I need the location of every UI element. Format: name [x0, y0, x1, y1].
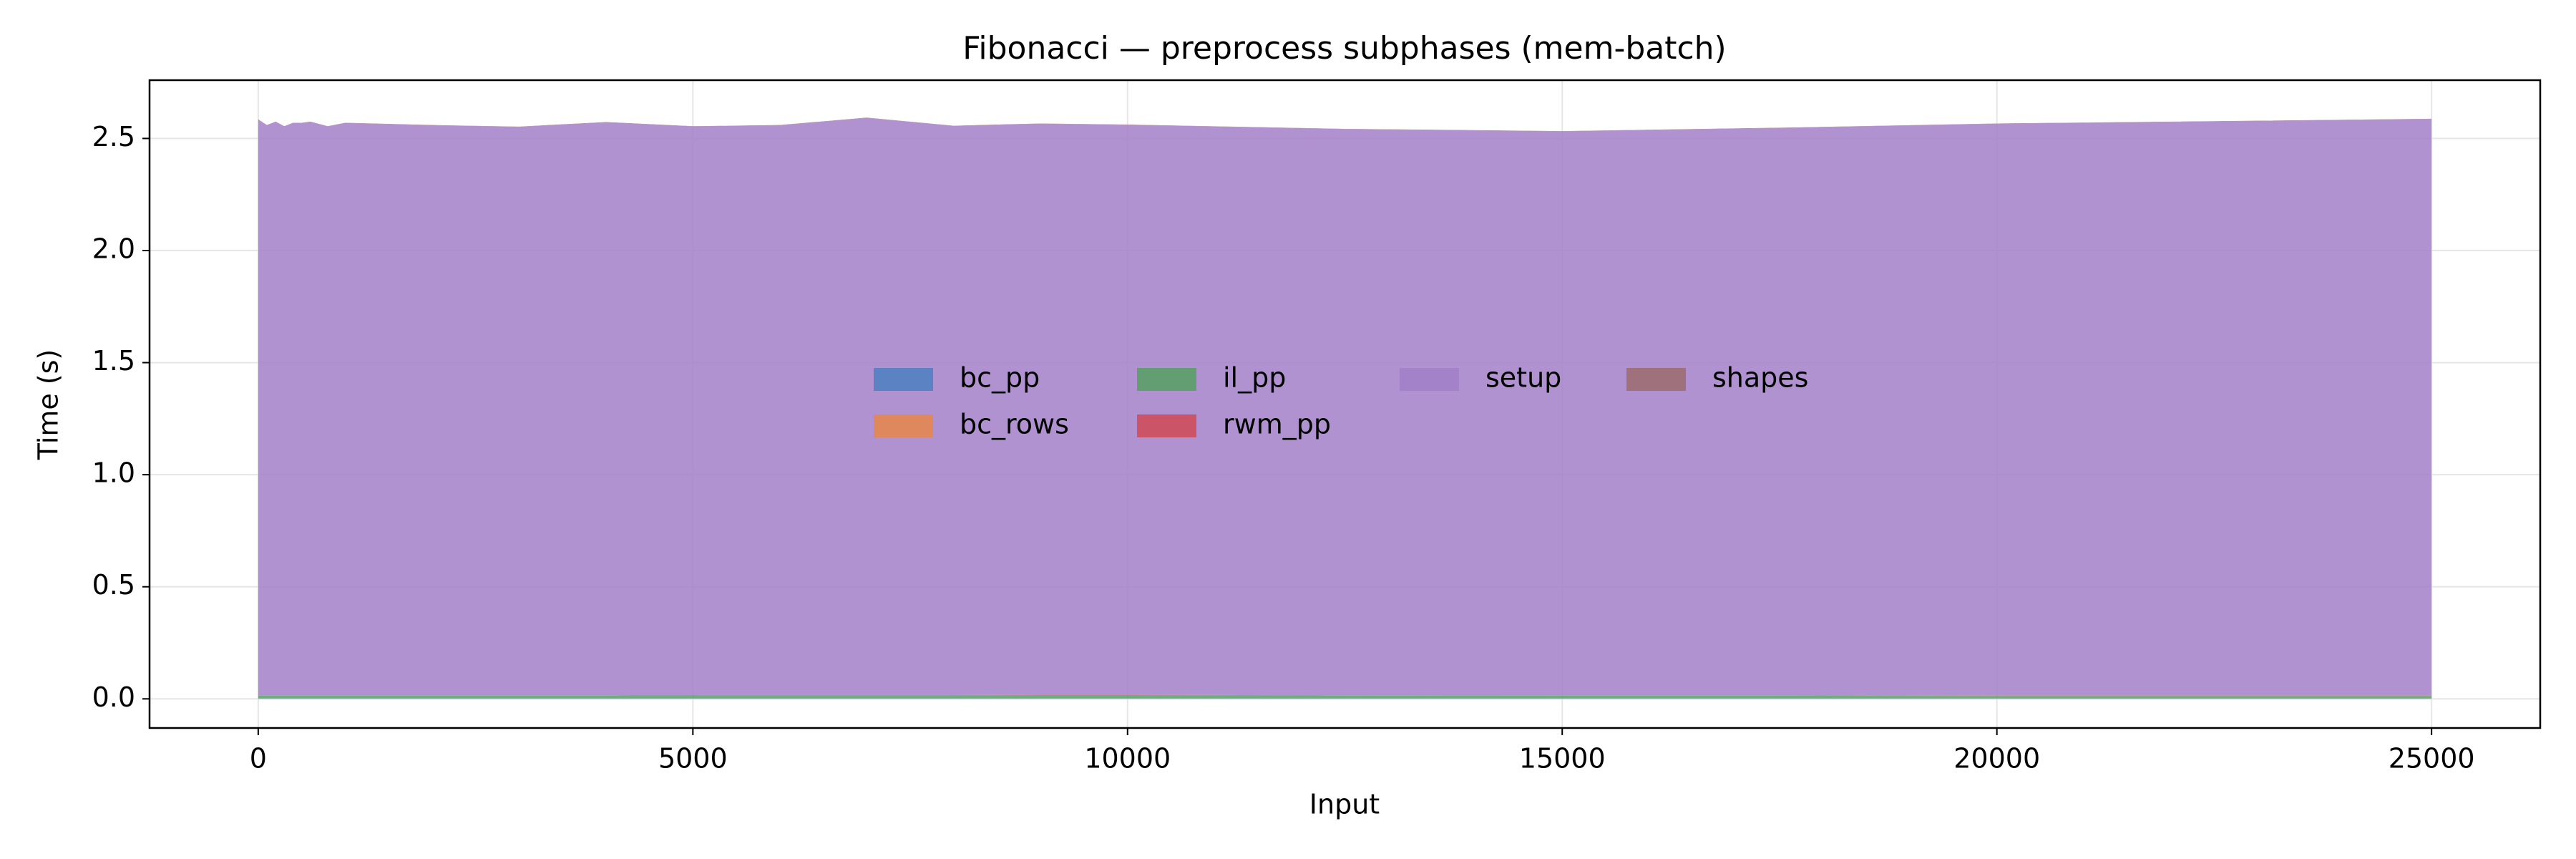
chart-title: Fibonacci — preprocess subphases (mem-ba…	[962, 30, 1726, 67]
legend-label: bc_rows	[960, 409, 1069, 440]
area	[258, 117, 2432, 696]
legend-label: shapes	[1712, 362, 1808, 394]
legend-label: il_pp	[1223, 362, 1286, 394]
legend-swatch	[1626, 368, 1686, 391]
x-tick-label: 20000	[1953, 743, 2040, 775]
legend-swatch	[1137, 368, 1196, 391]
x-axis-label: Input	[1309, 789, 1380, 820]
legend-label: rwm_pp	[1223, 409, 1331, 440]
x-tick-label: 10000	[1084, 743, 1171, 775]
legend-swatch	[1137, 414, 1196, 437]
legend-swatch	[1400, 368, 1459, 391]
legend-swatch	[874, 368, 933, 391]
x-tick-label: 15000	[1519, 743, 1606, 775]
legend-label: setup	[1485, 362, 1561, 394]
y-tick-label: 2.5	[92, 121, 135, 152]
y-tick-label: 1.5	[92, 345, 135, 377]
y-tick-label: 0.5	[92, 569, 135, 601]
y-tick-label: 2.0	[92, 233, 135, 264]
y-tick-label: 0.0	[92, 681, 135, 713]
y-tick-label: 1.0	[92, 457, 135, 489]
x-tick-label: 0	[250, 743, 267, 775]
area	[258, 694, 2432, 699]
area	[258, 694, 2432, 697]
x-tick-label: 25000	[2389, 743, 2475, 775]
plot-frame	[148, 79, 2542, 729]
legend-label: bc_pp	[960, 362, 1040, 394]
y-axis-label: Time (s)	[33, 349, 64, 461]
x-tick-label: 5000	[658, 743, 728, 775]
legend-swatch	[874, 414, 933, 437]
